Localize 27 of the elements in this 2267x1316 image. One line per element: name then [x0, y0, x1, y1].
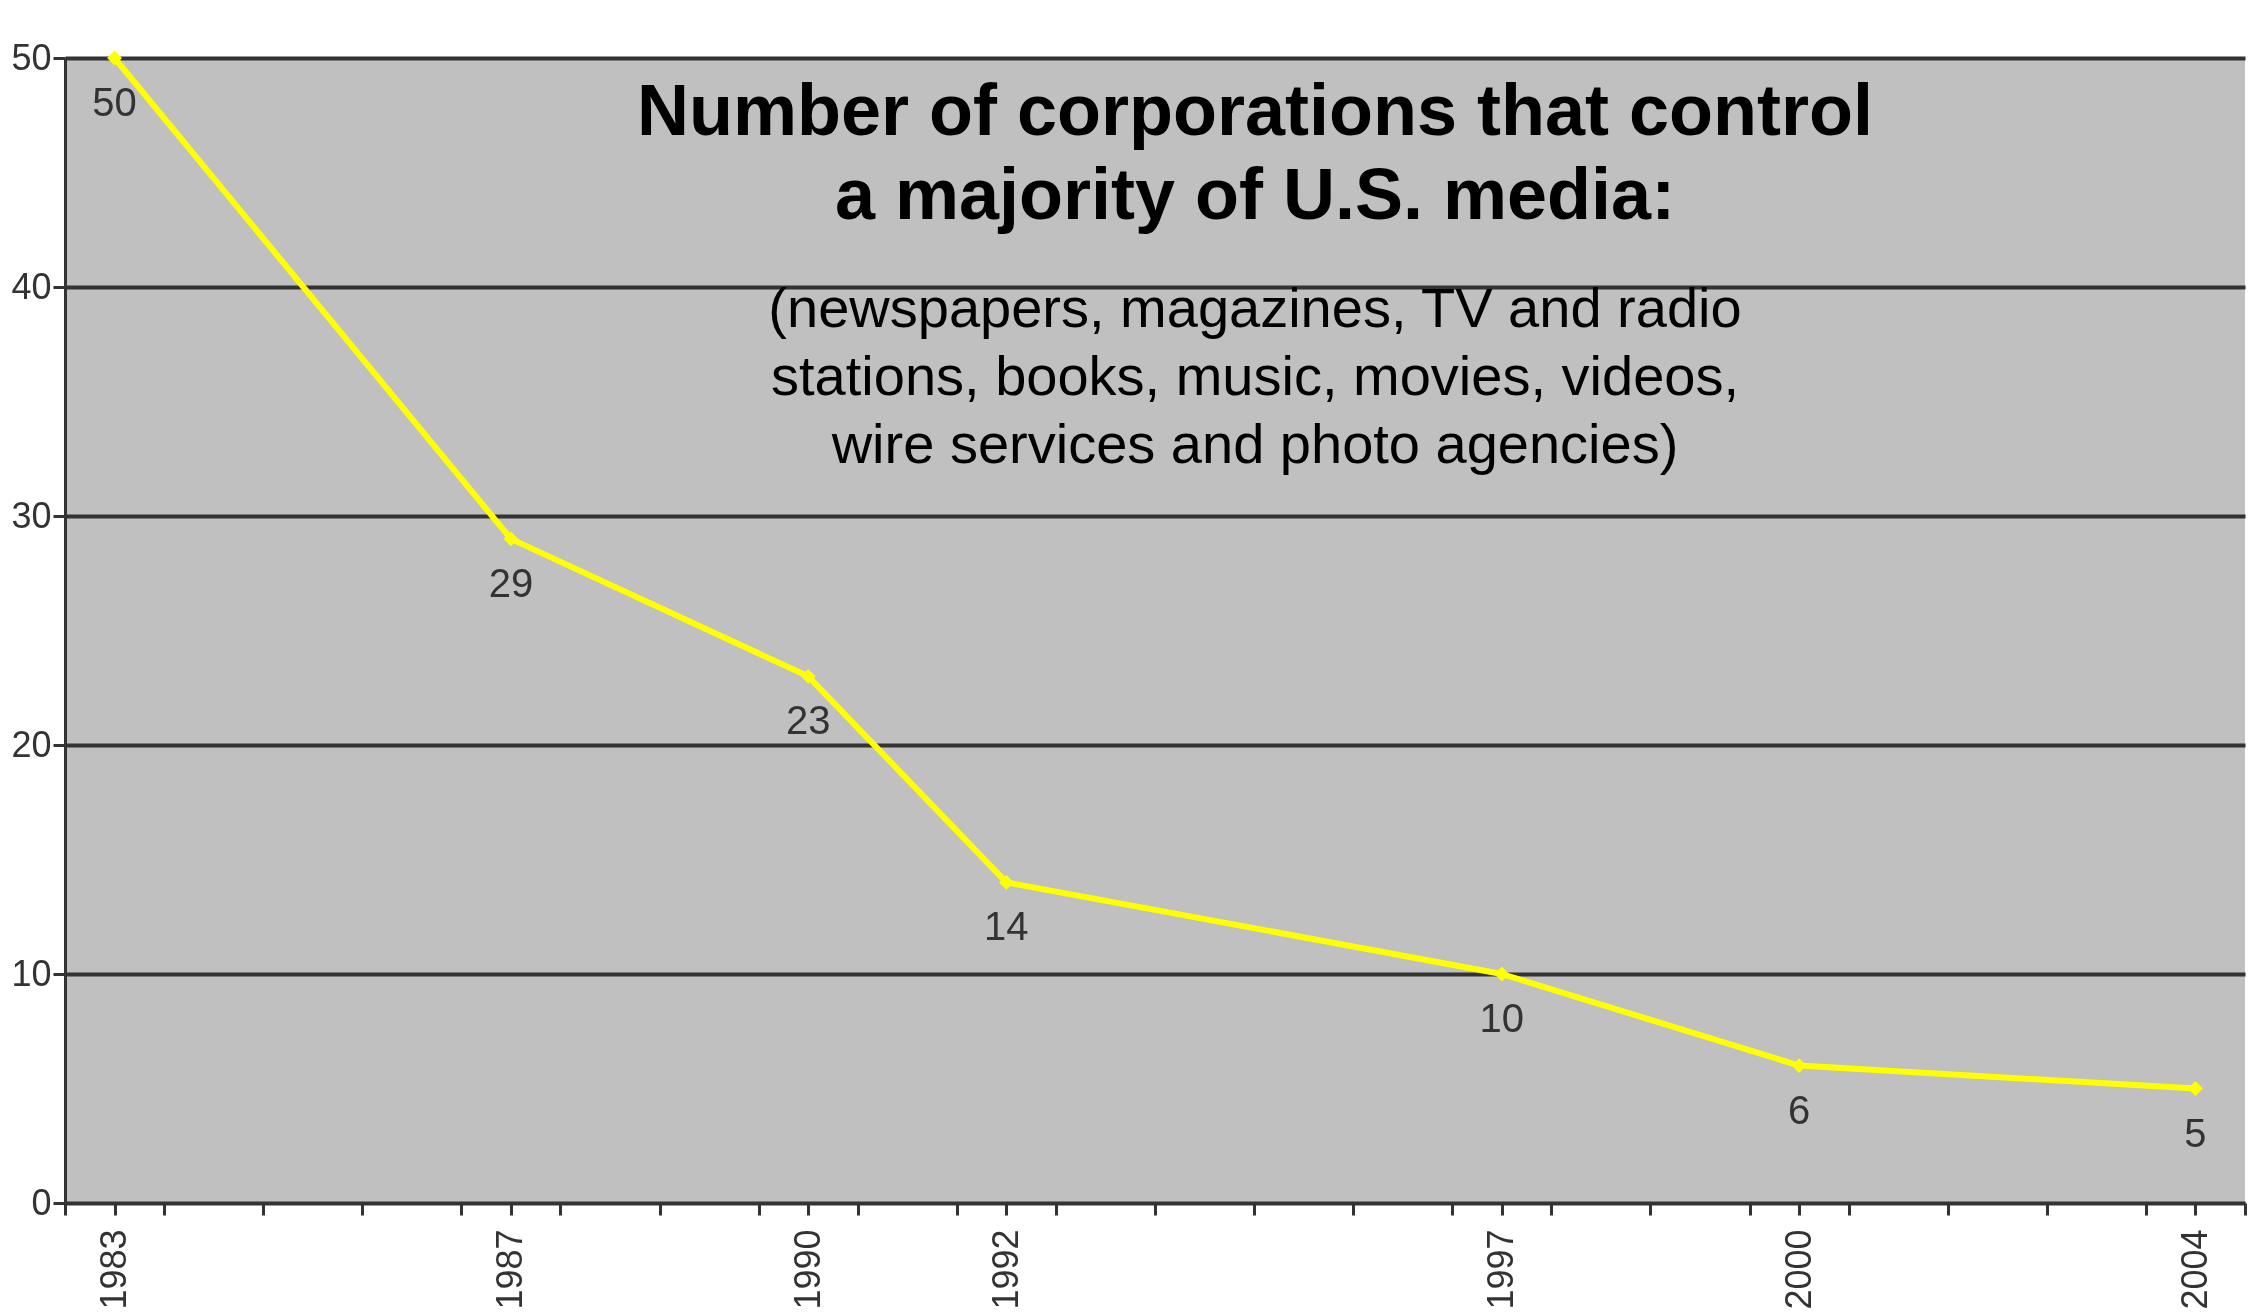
y-tick-label: 30	[11, 494, 52, 536]
point	[1494, 966, 1510, 982]
x-tick-label: 2000	[1777, 1229, 1819, 1310]
x-tick-label: 1997	[1480, 1229, 1522, 1310]
data-label: 14	[984, 904, 1029, 949]
point	[2188, 1081, 2203, 1096]
x-tick-label: 2004	[2173, 1229, 2215, 1310]
point	[998, 874, 1014, 890]
data-label: 10	[1479, 996, 1525, 1040]
point	[800, 668, 816, 684]
data-label: 29	[488, 560, 534, 605]
y-tick-label: 0	[31, 1181, 52, 1223]
x-tick-label: 1990	[786, 1229, 828, 1310]
data-label: 23	[785, 698, 831, 743]
y-tick-label: 20	[11, 723, 52, 765]
data-label: 6	[1787, 1087, 1811, 1132]
point	[503, 531, 519, 547]
data-label: 5	[2184, 1110, 2207, 1155]
x-tick-label: 1983	[93, 1229, 135, 1310]
y-tick-label: 50	[11, 36, 52, 78]
x-tick-label: 1992	[984, 1229, 1026, 1310]
y-tick-label: 40	[11, 265, 52, 307]
data-label: 50	[92, 80, 137, 124]
x-tick-label: 1987	[489, 1229, 531, 1310]
text: (newspapers, magazines, TV and radio stations, books, music, movies, videos, wire services and photo agencies)	[768, 276, 1742, 475]
text: Number of corporations that control a majority of U.S. media:	[636, 70, 1874, 234]
y-tick-label: 10	[11, 952, 52, 994]
